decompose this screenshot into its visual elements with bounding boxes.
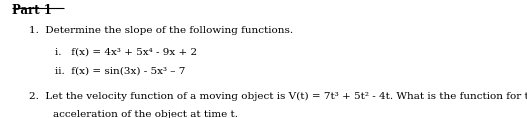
Text: 2.  Let the velocity function of a moving object is V(t) = 7t³ + 5t² - 4t. What : 2. Let the velocity function of a moving… bbox=[29, 92, 527, 101]
Text: ii.  f(x) = sin(3x) - 5x³ – 7: ii. f(x) = sin(3x) - 5x³ – 7 bbox=[55, 66, 186, 75]
Text: Part 1: Part 1 bbox=[12, 4, 52, 17]
Text: i.   f(x) = 4x³ + 5x⁴ - 9x + 2: i. f(x) = 4x³ + 5x⁴ - 9x + 2 bbox=[55, 47, 198, 56]
Text: acceleration of the object at time t.: acceleration of the object at time t. bbox=[40, 110, 238, 118]
Text: 1.  Determine the slope of the following functions.: 1. Determine the slope of the following … bbox=[29, 26, 293, 35]
